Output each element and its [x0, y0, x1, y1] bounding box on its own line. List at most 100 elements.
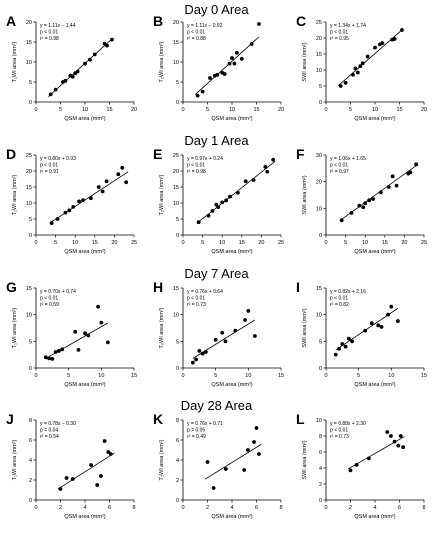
y-tick-label: 15: [173, 185, 179, 191]
stats-annotation: p < 0.01: [187, 163, 205, 169]
x-tick-label: 25: [278, 240, 284, 246]
data-point: [376, 323, 381, 328]
data-point: [394, 183, 399, 188]
stats-annotation: p < 0.01: [40, 30, 58, 36]
data-point: [47, 356, 51, 361]
data-point: [81, 198, 85, 203]
stats-annotation: p < 0.01: [330, 428, 348, 434]
x-tick-label: 5: [201, 240, 204, 246]
data-point: [124, 180, 129, 185]
data-point: [353, 66, 358, 71]
x-tick-label: 10: [362, 240, 368, 246]
data-point: [343, 80, 348, 85]
stats-annotation: r² = 0.82: [330, 302, 349, 308]
x-tick-label: 10: [72, 240, 78, 246]
y-tick-label: 0: [319, 366, 322, 372]
data-point: [55, 217, 60, 221]
y-tick-label: 0: [29, 233, 32, 239]
panel-letter: D: [6, 146, 16, 162]
data-point: [53, 350, 58, 354]
data-point: [83, 331, 87, 336]
data-point: [205, 460, 210, 464]
y-tick-label: 5: [176, 217, 179, 223]
y-tick-label: 20: [26, 20, 32, 26]
x-tick-label: 0: [34, 505, 37, 511]
stats-annotation: p < 0.01: [40, 163, 58, 169]
y-tick-label: 10: [26, 313, 32, 319]
x-tick-label: 15: [131, 373, 137, 379]
data-point: [99, 320, 104, 325]
x-tick-label: 2: [206, 505, 209, 511]
y-tick-label: 10: [316, 313, 322, 319]
y-tick-label: 10: [173, 60, 179, 66]
panel-letter: E: [153, 146, 162, 162]
y-tick-label: 6: [176, 438, 179, 444]
x-tick-label: 10: [245, 373, 251, 379]
data-point: [401, 445, 406, 450]
stats-annotation: y = 0.70x + 0.74: [40, 289, 76, 295]
y-tick-label: 2: [29, 478, 32, 484]
data-point: [211, 486, 216, 490]
x-axis-label: QSM area (mm²): [64, 382, 105, 388]
y-tick-label: 0: [29, 100, 32, 106]
data-point: [223, 467, 228, 471]
y-tick-label: 25: [26, 153, 32, 159]
data-point: [392, 37, 397, 41]
stats-annotation: p < 0.01: [187, 296, 205, 302]
y-axis-label: SWI area (mm²): [302, 175, 308, 214]
y-tick-label: 10: [26, 201, 32, 207]
data-point: [60, 347, 65, 352]
x-tick-label: 25: [421, 240, 427, 246]
x-axis-label: QSM area (mm²): [64, 116, 105, 122]
y-tick-label: 5: [176, 339, 179, 345]
x-tick-label: 0: [34, 373, 37, 379]
panel-l: L 0 2 4 6 8 0 2 4 6 8 10 QSM area (mm²) SWI area (mm²…: [296, 411, 426, 520]
data-point: [195, 93, 200, 98]
data-point: [360, 61, 365, 66]
data-point: [398, 434, 403, 438]
y-axis-label: T₁WI area (mm²): [12, 440, 18, 481]
stats-annotation: p < 0.01: [40, 296, 58, 302]
data-point: [64, 476, 69, 480]
x-tick-label: 6: [108, 505, 111, 511]
x-axis-label: QSM area (mm²): [354, 249, 395, 255]
x-tick-label: 0: [324, 107, 327, 113]
x-tick-label: 15: [239, 240, 245, 246]
data-point: [77, 199, 82, 204]
y-tick-label: 5: [29, 217, 32, 223]
data-point: [104, 179, 109, 184]
y-tick-label: 6: [319, 450, 322, 456]
x-tick-label: 0: [181, 373, 184, 379]
panel-f: F 0 5 10 15 20 25 0 10 20 30 QSM area (mm²) SWI area…: [296, 146, 427, 255]
data-point: [108, 452, 113, 456]
panel-letter: K: [153, 411, 163, 427]
x-tick-label: 4: [230, 505, 233, 511]
data-point: [89, 463, 94, 467]
data-point: [220, 330, 225, 335]
data-point: [203, 350, 208, 354]
stats-annotation: y = 0.82x + 2.16: [330, 289, 366, 295]
data-point: [249, 42, 254, 46]
data-point: [367, 198, 372, 203]
data-point: [196, 220, 201, 225]
data-point: [67, 208, 72, 213]
data-point: [102, 439, 107, 443]
panel-k: K 0 2 4 6 8 0 2 4 6 8 QSM area (mm²) T₂WI area (mm²)…: [153, 411, 283, 520]
x-tick-label: 0: [34, 240, 37, 246]
data-point: [116, 172, 121, 177]
data-point: [96, 185, 101, 189]
x-tick-label: 20: [111, 240, 117, 246]
x-tick-label: 15: [253, 107, 259, 113]
x-axis-label: QSM area (mm²): [64, 249, 105, 255]
data-point: [214, 202, 219, 207]
x-tick-label: 8: [422, 505, 425, 511]
data-point: [49, 221, 54, 226]
y-tick-label: 8: [176, 418, 179, 424]
y-tick-label: 5: [176, 80, 179, 86]
y-tick-label: 2: [319, 482, 322, 488]
regression-line: [47, 38, 113, 97]
data-point: [220, 200, 225, 205]
x-tick-label: 4: [373, 505, 376, 511]
x-tick-label: 8: [132, 505, 135, 511]
